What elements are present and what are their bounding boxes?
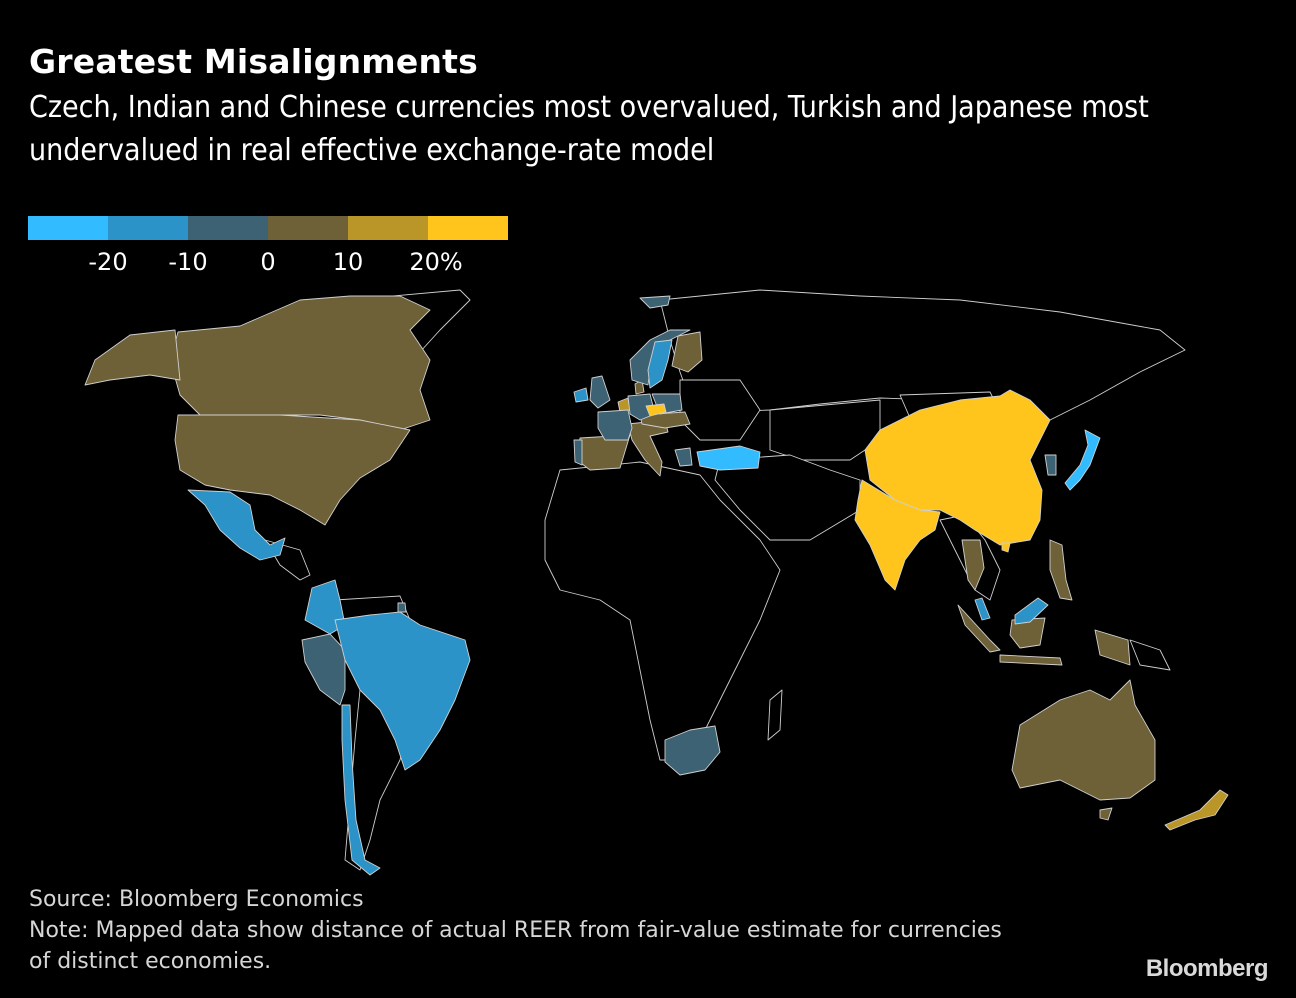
tasmania: [1099, 807, 1113, 821]
bin-above-20: [645, 389, 1051, 591]
peru: [301, 633, 346, 706]
bloomberg-logo: Bloomberg: [1145, 955, 1269, 982]
bin-0-to-10: [84, 295, 1156, 821]
legend-tick: 20%: [409, 248, 463, 276]
bin-minus-10-to-0: [301, 295, 1057, 776]
france: [597, 409, 633, 441]
legend-swatch-minus-20-to-minus-10: [108, 216, 188, 240]
chart-footer: Source: Bloomberg Economics Note: Mapped…: [29, 884, 1029, 977]
malaysia-borneo: [1014, 597, 1049, 625]
united-states: [174, 414, 411, 526]
philippines: [1049, 539, 1073, 601]
legend-swatch-10-to-20: [348, 216, 428, 240]
legend-color-bar: [28, 216, 508, 240]
iceland: [639, 295, 671, 309]
germany: [627, 393, 656, 421]
french-guiana: [397, 602, 407, 613]
legend-swatch-above-20: [428, 216, 508, 240]
mexico: [187, 489, 286, 561]
greece: [674, 447, 693, 467]
alaska: [84, 329, 181, 386]
bin-minus-20-to-minus-10: [187, 339, 1049, 876]
legend-ticks: -20 -10 0 10 20%: [28, 248, 508, 278]
hainan: [1001, 542, 1011, 553]
legend-tick: -10: [168, 248, 208, 276]
new-zealand: [1164, 789, 1229, 831]
legend-swatch-0-to-10: [268, 216, 348, 240]
ireland: [573, 387, 589, 403]
legend-tick: 10: [332, 248, 364, 276]
south-africa: [664, 725, 721, 776]
czech-republic: [645, 403, 667, 417]
legend-swatch-minus-10-to-0: [188, 216, 268, 240]
indonesia-papua: [1094, 629, 1131, 666]
legend-tick: 0: [260, 248, 276, 276]
brazil: [334, 611, 471, 771]
color-legend: -20 -10 0 10 20%: [28, 216, 508, 278]
malaysia-peninsula: [974, 597, 991, 621]
methodology-note: Note: Mapped data show distance of actua…: [29, 918, 1002, 974]
indonesia: [957, 604, 1001, 653]
world-map: [84, 289, 1229, 876]
japan: [1064, 429, 1101, 491]
united-kingdom: [589, 375, 611, 409]
thailand: [961, 539, 985, 591]
finland: [671, 331, 703, 373]
south-korea: [1044, 454, 1057, 476]
bin-below-minus-20: [696, 429, 1101, 491]
indonesia-borneo: [1009, 617, 1046, 649]
legend-tick: -20: [88, 248, 128, 276]
austria-hungary: [639, 411, 691, 429]
source-note: Source: Bloomberg Economics: [29, 887, 364, 912]
legend-swatch-below-minus-20: [28, 216, 108, 240]
canada: [169, 295, 431, 431]
india: [854, 479, 941, 591]
chile: [341, 704, 381, 876]
portugal: [573, 439, 583, 466]
australia: [1011, 679, 1156, 801]
chart-title: Greatest Misalignments: [29, 42, 478, 81]
sweden: [647, 339, 673, 389]
indonesia-java: [999, 654, 1063, 666]
turkey: [696, 445, 761, 471]
chart-subtitle: Czech, Indian and Chinese currencies mos…: [29, 90, 1149, 168]
